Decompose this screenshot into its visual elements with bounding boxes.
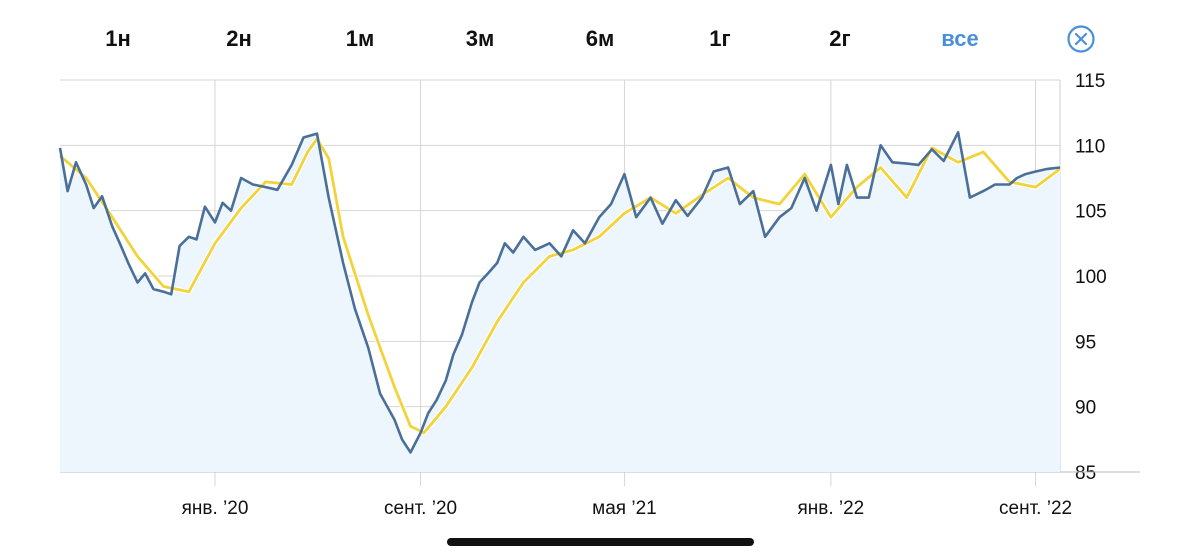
price-line xyxy=(58,131,1061,454)
y-tick-label: 85 xyxy=(1075,463,1096,484)
range-selector: 1н 2н 1м 3м 6м 1г 2г все xyxy=(0,0,1200,80)
price-chart-svg: 115 110 105 100 95 90 85 янв. ’20 сент. ’20 мая ’… xyxy=(58,71,1140,519)
range-1-month-button[interactable]: 1м xyxy=(345,26,375,51)
home-indicator xyxy=(447,538,754,546)
x-tick-label: сент. ’22 xyxy=(999,498,1072,519)
range-1-year-button[interactable]: 1г xyxy=(709,26,731,51)
y-tick-label: 115 xyxy=(1075,71,1105,92)
y-tick-label: 95 xyxy=(1075,332,1096,353)
range-2-weeks-button[interactable]: 2н xyxy=(226,26,252,51)
moving-average-line xyxy=(59,137,1061,435)
y-tick-label: 100 xyxy=(1075,267,1107,288)
price-area-fill xyxy=(60,132,1060,473)
price-chart[interactable]: 115 110 105 100 95 90 85 янв. ’20 сент. ’20 мая ’… xyxy=(0,70,1200,525)
x-tick-label: мая ’21 xyxy=(592,498,657,519)
y-tick-label: 90 xyxy=(1075,398,1096,419)
range-1-week-button[interactable]: 1н xyxy=(105,26,131,51)
range-2-years-button[interactable]: 2г xyxy=(829,26,851,51)
x-tick-label: янв. ’22 xyxy=(797,498,864,519)
x-tick-label: янв. ’20 xyxy=(182,498,249,519)
y-tick-label: 105 xyxy=(1075,202,1107,223)
y-tick-label: 110 xyxy=(1075,136,1105,157)
range-all-button[interactable]: все xyxy=(941,26,979,51)
x-tick-label: сент. ’20 xyxy=(384,498,457,519)
close-circle-icon[interactable] xyxy=(1066,24,1096,54)
range-6-months-button[interactable]: 6м xyxy=(585,26,615,51)
range-3-months-button[interactable]: 3м xyxy=(465,26,495,51)
